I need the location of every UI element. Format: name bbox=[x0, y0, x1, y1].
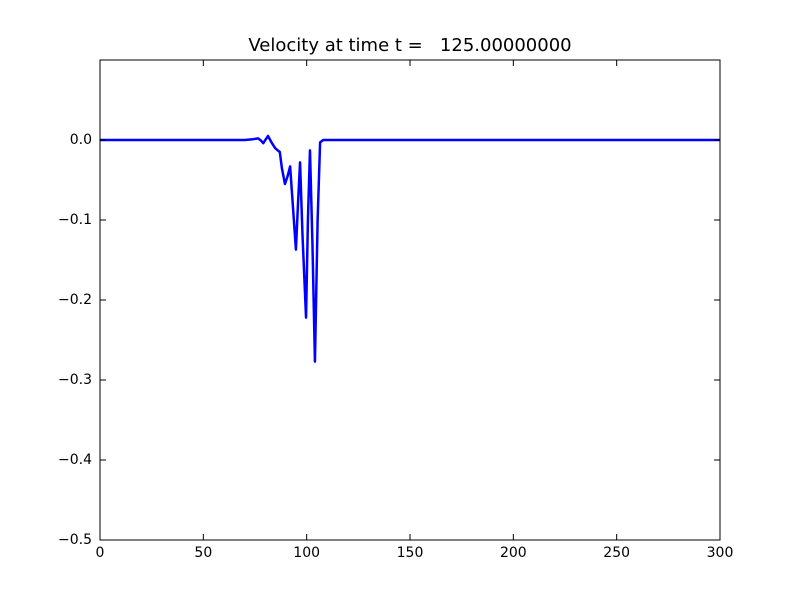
y-tick-label: −0.3 bbox=[58, 372, 92, 388]
x-tick-label: 200 bbox=[500, 545, 527, 561]
x-tick-label: 100 bbox=[293, 545, 320, 561]
x-tick-label: 300 bbox=[707, 545, 734, 561]
y-tick-label: −0.2 bbox=[58, 292, 92, 308]
y-tick-label: 0.0 bbox=[70, 132, 92, 148]
x-tick-label: 50 bbox=[194, 545, 212, 561]
data-line bbox=[100, 134, 720, 363]
y-tick-label: −0.4 bbox=[58, 452, 92, 468]
x-tick-label: 150 bbox=[397, 545, 424, 561]
chart-title: Velocity at time t = 125.00000000 bbox=[248, 35, 571, 56]
y-tick-label: −0.5 bbox=[58, 532, 92, 548]
x-tick-label: 250 bbox=[603, 545, 630, 561]
y-tick-label: −0.1 bbox=[58, 212, 92, 228]
x-tick-label: 0 bbox=[96, 545, 105, 561]
